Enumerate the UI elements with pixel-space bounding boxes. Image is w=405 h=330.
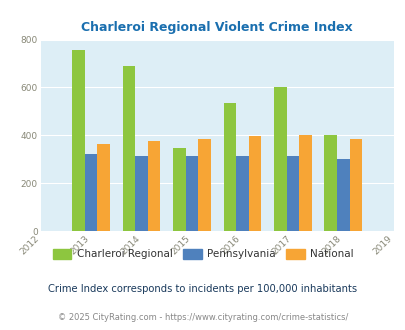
Bar	[298, 135, 311, 231]
Bar	[122, 66, 135, 231]
Bar	[135, 156, 147, 231]
Bar	[173, 148, 185, 231]
Bar	[185, 156, 198, 231]
Title: Charleroi Regional Violent Crime Index: Charleroi Regional Violent Crime Index	[81, 21, 352, 34]
Bar	[324, 135, 336, 231]
Text: Crime Index corresponds to incidents per 100,000 inhabitants: Crime Index corresponds to incidents per…	[48, 284, 357, 294]
Bar	[286, 156, 298, 231]
Bar	[349, 139, 361, 231]
Bar	[97, 144, 110, 231]
Text: © 2025 CityRating.com - https://www.cityrating.com/crime-statistics/: © 2025 CityRating.com - https://www.city…	[58, 313, 347, 322]
Bar	[236, 156, 248, 231]
Bar	[336, 158, 349, 231]
Bar	[248, 136, 261, 231]
Bar	[85, 154, 97, 231]
Bar	[273, 87, 286, 231]
Bar	[72, 50, 85, 231]
Bar	[147, 141, 160, 231]
Bar	[223, 104, 236, 231]
Legend: Charleroi Regional, Pennsylvania, National: Charleroi Regional, Pennsylvania, Nation…	[48, 245, 357, 263]
Bar	[198, 139, 210, 231]
